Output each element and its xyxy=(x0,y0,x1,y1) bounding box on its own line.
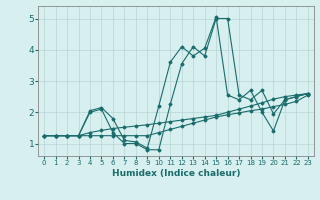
X-axis label: Humidex (Indice chaleur): Humidex (Indice chaleur) xyxy=(112,169,240,178)
